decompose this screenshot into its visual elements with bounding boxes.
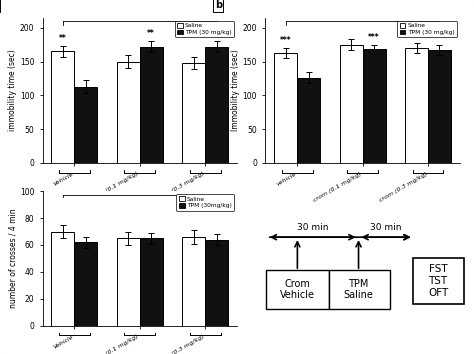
Bar [363, 50, 385, 163]
Y-axis label: Immobility time (sec): Immobility time (sec) [231, 50, 240, 131]
Bar [274, 53, 297, 163]
Bar [340, 45, 363, 163]
Text: 30 min: 30 min [297, 223, 328, 232]
Text: Crom
Vehicle: Crom Vehicle [280, 279, 315, 301]
Bar [117, 62, 140, 163]
FancyBboxPatch shape [266, 270, 329, 309]
Text: TPM
Saline: TPM Saline [344, 279, 374, 301]
Text: **: ** [213, 29, 220, 39]
Bar [297, 78, 320, 163]
Text: ***: *** [434, 34, 445, 42]
Text: 30 min: 30 min [370, 223, 402, 232]
Legend: Saline, TPM (30 mg/kg): Saline, TPM (30 mg/kg) [174, 21, 234, 37]
Bar [117, 238, 140, 326]
Bar [428, 50, 451, 163]
Bar [182, 237, 205, 326]
Bar [140, 47, 163, 163]
Bar [74, 87, 97, 163]
FancyBboxPatch shape [412, 258, 464, 304]
Bar [205, 47, 228, 163]
Text: b: b [215, 0, 222, 10]
Bar [52, 232, 74, 326]
Bar [52, 51, 74, 163]
Y-axis label: immobility time (sec): immobility time (sec) [8, 50, 17, 131]
Text: ***: *** [280, 36, 292, 45]
Bar [205, 240, 228, 326]
Bar [74, 242, 97, 326]
Text: ***: *** [368, 33, 380, 42]
Y-axis label: number of crosses / 4 min: number of crosses / 4 min [8, 209, 17, 308]
Legend: Saline, TPM (30mg/kg): Saline, TPM (30mg/kg) [176, 194, 234, 211]
Text: **: ** [59, 34, 67, 43]
Bar [182, 63, 205, 163]
Legend: Saline, TPM (30 mg/kg): Saline, TPM (30 mg/kg) [397, 21, 457, 37]
FancyBboxPatch shape [329, 270, 390, 309]
Bar [140, 238, 163, 326]
Text: FST
TST
OFT: FST TST OFT [428, 264, 448, 298]
Text: **: ** [147, 29, 155, 39]
Bar [405, 48, 428, 163]
